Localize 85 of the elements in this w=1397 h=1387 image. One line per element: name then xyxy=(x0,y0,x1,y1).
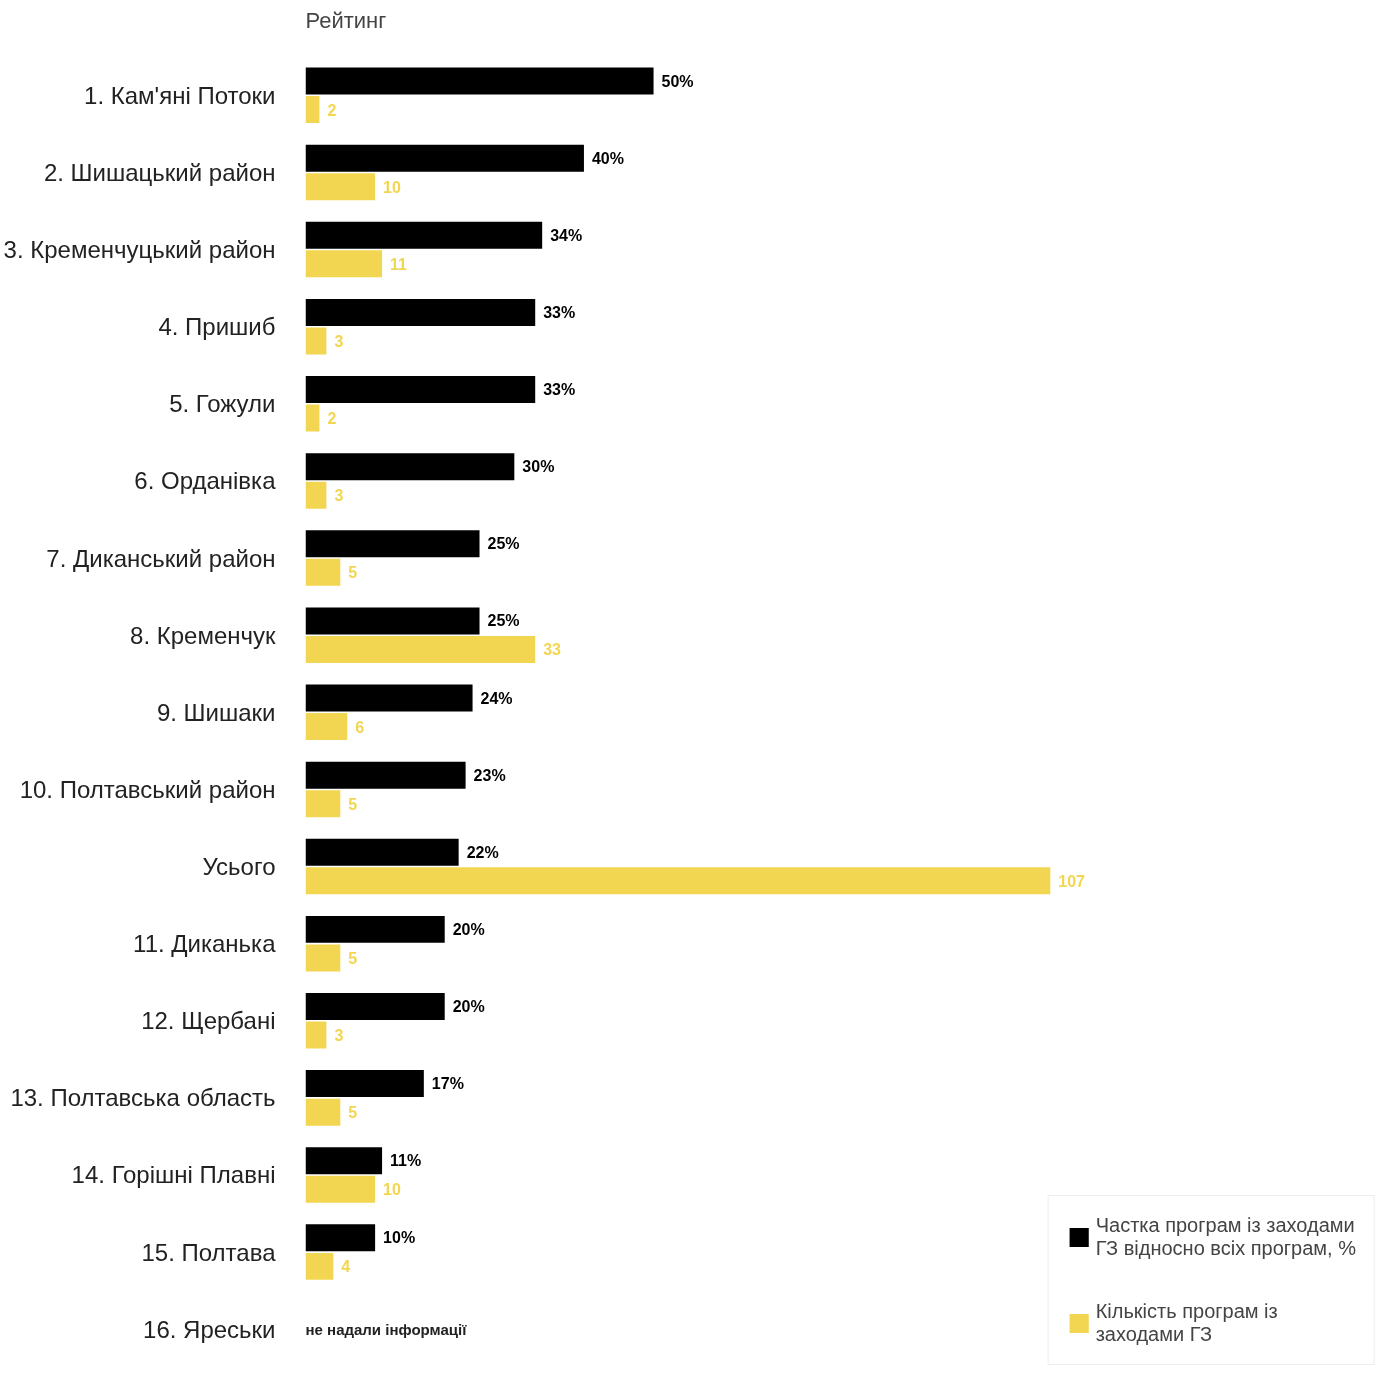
data-label: 2 xyxy=(327,410,337,428)
y-tick-label: 7. Диканський район xyxy=(46,544,276,572)
data-label: 23% xyxy=(473,766,506,784)
chart-title: Рейтинг xyxy=(305,7,387,33)
data-label: 25% xyxy=(487,535,520,553)
y-tick-label: 9. Шишаки xyxy=(156,698,276,726)
y-tick-label: 14. Горішні Плавні xyxy=(71,1161,276,1189)
bar xyxy=(305,761,466,789)
y-tick-label: 1. Кам'яні Потоки xyxy=(84,81,276,109)
bar xyxy=(305,376,536,404)
bar xyxy=(305,1252,334,1280)
bar xyxy=(305,867,1051,895)
data-label: 5 xyxy=(348,795,358,813)
data-label: 4 xyxy=(341,1258,351,1276)
data-label: 5 xyxy=(348,949,358,967)
data-label: 11 xyxy=(390,255,408,273)
bar xyxy=(305,327,327,355)
bar xyxy=(305,635,536,663)
y-tick-label: 6. Орданівка xyxy=(134,467,277,495)
y-tick-label: Усього xyxy=(202,853,276,881)
legend-label: Частка програм із заходами ГЗ відносно всіх програм, % xyxy=(1095,1214,1356,1260)
y-tick-label: 16. Яреськи xyxy=(143,1315,276,1343)
data-label: 24% xyxy=(480,689,513,707)
data-label: 6 xyxy=(355,718,365,736)
bar xyxy=(305,298,536,326)
bar xyxy=(305,1224,376,1252)
data-label: 3 xyxy=(334,487,344,505)
y-tick-label: 10. Полтавський район xyxy=(19,775,276,803)
data-label: 5 xyxy=(348,564,358,582)
bar xyxy=(305,790,341,818)
bar xyxy=(305,530,480,558)
y-tick-label: 11. Диканька xyxy=(133,930,277,958)
bar xyxy=(305,67,654,95)
bar xyxy=(305,1021,327,1049)
bar xyxy=(305,915,445,943)
data-label: 11% xyxy=(390,1152,422,1170)
data-label: 2 xyxy=(327,101,337,119)
data-label: 34% xyxy=(550,226,583,244)
bar xyxy=(305,944,341,972)
bar xyxy=(305,144,584,172)
y-tick-label: 15. Полтава xyxy=(141,1238,277,1266)
bar xyxy=(305,221,543,249)
data-label: 107 xyxy=(1058,872,1086,890)
data-label: 10 xyxy=(383,178,402,196)
data-label: 40% xyxy=(591,149,624,167)
y-tick-label: 12. Щербані xyxy=(141,1007,276,1035)
bar xyxy=(305,1147,383,1175)
bar xyxy=(305,684,473,712)
data-label: 10 xyxy=(383,1181,402,1199)
y-tick-label: 4. Пришиб xyxy=(158,313,276,341)
data-label: 30% xyxy=(522,458,555,476)
data-label: 33% xyxy=(543,381,576,399)
bar xyxy=(305,838,459,866)
data-label: 20% xyxy=(452,997,485,1015)
bar xyxy=(305,250,383,278)
y-tick-label: 5. Гожули xyxy=(169,390,276,418)
bar xyxy=(305,713,348,741)
data-label: 22% xyxy=(466,843,499,861)
bar xyxy=(305,404,320,432)
legend-label: Кількість програм із заходами ГЗ xyxy=(1095,1300,1278,1346)
data-label: 10% xyxy=(383,1229,416,1247)
bar xyxy=(305,173,376,201)
bar xyxy=(305,558,341,586)
annotation: не надали інформації xyxy=(305,1320,468,1338)
bar xyxy=(305,1175,376,1203)
bar xyxy=(305,453,515,481)
bar xyxy=(305,1070,424,1098)
data-label: 5 xyxy=(348,1104,358,1122)
data-label: 33 xyxy=(543,641,562,659)
data-label: 17% xyxy=(431,1075,464,1093)
data-label: 3 xyxy=(334,1027,344,1045)
bar xyxy=(305,607,480,635)
data-label: 20% xyxy=(452,920,485,938)
data-label: 3 xyxy=(334,332,344,350)
bar xyxy=(305,96,320,124)
bar xyxy=(305,1098,341,1126)
data-label: 50% xyxy=(661,72,694,90)
y-tick-label: 13. Полтавська область xyxy=(10,1084,276,1112)
data-label: 33% xyxy=(543,303,576,321)
bar xyxy=(305,992,445,1020)
y-tick-label: 3. Кременчуцький район xyxy=(3,236,276,264)
y-tick-label: 8. Кременчук xyxy=(130,621,276,649)
bar xyxy=(305,481,327,509)
data-label: 25% xyxy=(487,612,520,630)
y-tick-label: 2. Шишацький район xyxy=(43,158,276,186)
